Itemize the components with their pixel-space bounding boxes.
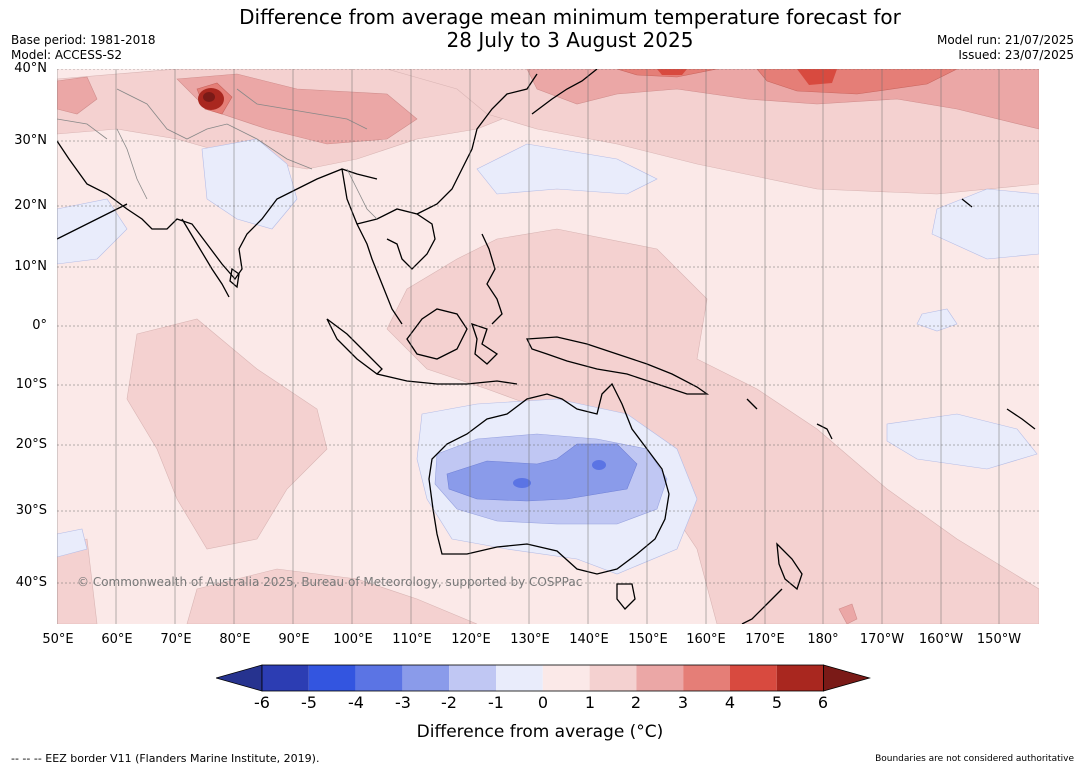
colorbar-tick-label: 3 <box>677 693 689 712</box>
anomaly-band-4-plus <box>198 69 837 110</box>
lon-label-120e: 120°E <box>451 632 491 647</box>
anomaly-band-minus-4-3 <box>513 460 606 488</box>
colorbar-frame <box>261 664 824 692</box>
lat-label-10s: 10°S <box>15 377 47 392</box>
colorbar-segment <box>308 665 356 691</box>
colorbar-segment <box>449 665 496 691</box>
country-borders <box>57 88 378 220</box>
colorbar-tick-label: 5 <box>771 693 783 712</box>
lon-label-150w: 150°W <box>976 632 1022 647</box>
boundaries-disclaimer: Boundaries are not considered authoritat… <box>875 754 1074 764</box>
lon-label-150e: 150°E <box>628 632 668 647</box>
colorbar-tick-label: 4 <box>724 693 736 712</box>
colorbar-tick-label: 1 <box>584 693 596 712</box>
lat-label-40n: 40°N <box>14 61 47 76</box>
forecast-map <box>57 69 1039 624</box>
lon-label-50e: 50°E <box>42 632 74 647</box>
issued-text: Issued: 23/07/2025 <box>958 48 1074 62</box>
lon-label-130e: 130°E <box>510 632 550 647</box>
lat-label-20s: 20°S <box>15 437 47 452</box>
colorbar-tick-label: 2 <box>630 693 642 712</box>
colorbar-tick-label: -3 <box>395 693 411 712</box>
map-title-line-2: 28 July to 3 August 2025 <box>446 28 694 52</box>
map-title-line-1: Difference from average mean minimum tem… <box>239 5 901 29</box>
colorbar-segment <box>402 665 450 691</box>
lat-label-30s: 30°S <box>15 503 47 518</box>
model-text: Model: ACCESS-S2 <box>11 48 123 62</box>
colorbar-tick-label: 6 <box>817 693 829 712</box>
colorbar-tick-label: -1 <box>488 693 504 712</box>
colorbar-segment <box>776 665 824 691</box>
eez-border-note: -- -- -- EEZ border V11 (Flanders Marine… <box>11 752 320 765</box>
colorbar-tick-label: -5 <box>301 693 317 712</box>
base-period-text: Base period: 1981-2018 <box>11 33 156 47</box>
colorbar-segment <box>262 665 309 691</box>
lat-label-30n: 30°N <box>14 133 47 148</box>
lon-label-140e: 140°E <box>569 632 609 647</box>
lon-label-110e: 110°E <box>392 632 432 647</box>
lon-label-160w: 160°W <box>918 632 964 647</box>
graticule <box>57 69 1039 624</box>
colorbar-tick-label: -4 <box>348 693 364 712</box>
lon-label-80e: 80°E <box>219 632 251 647</box>
anomaly-band-1-2 <box>57 69 1039 624</box>
copyright-text: © Commonwealth of Australia 2025, Bureau… <box>77 575 583 589</box>
lon-label-70e: 70°E <box>160 632 192 647</box>
colorbar-segment <box>355 665 403 691</box>
lon-label-170w: 170°W <box>859 632 905 647</box>
colorbar-extend-high <box>823 664 871 692</box>
lon-label-100e: 100°E <box>333 632 373 647</box>
lat-label-10n: 10°N <box>14 259 47 274</box>
colorbar-tick-label: -2 <box>441 693 457 712</box>
lat-label-40s: 40°S <box>15 575 47 590</box>
colorbar <box>216 664 871 692</box>
colorbar-segment <box>683 665 730 691</box>
colorbar-segment <box>496 665 543 691</box>
colorbar-segment <box>636 665 684 691</box>
colorbar-segment <box>730 665 777 691</box>
colorbar-segment <box>589 665 637 691</box>
lat-label-0: 0° <box>32 318 47 333</box>
coastlines <box>57 69 1036 624</box>
lon-label-170e: 170°E <box>745 632 785 647</box>
lon-label-180: 180° <box>807 632 839 647</box>
colorbar-extend-low <box>216 664 263 692</box>
colorbar-tick-label: -6 <box>254 693 270 712</box>
lon-label-90e: 90°E <box>278 632 310 647</box>
colorbar-tick-label: 0 <box>537 693 549 712</box>
model-run-text: Model run: 21/07/2025 <box>936 33 1074 47</box>
colorbar-title: Difference from average (°C) <box>416 722 664 742</box>
lon-label-60e: 60°E <box>101 632 133 647</box>
lat-label-20n: 20°N <box>14 198 47 213</box>
colorbar-segment <box>542 665 590 691</box>
lon-label-160e: 160°E <box>686 632 726 647</box>
anomaly-band-minus-3-2 <box>446 443 638 502</box>
map-canvas <box>57 69 1039 624</box>
